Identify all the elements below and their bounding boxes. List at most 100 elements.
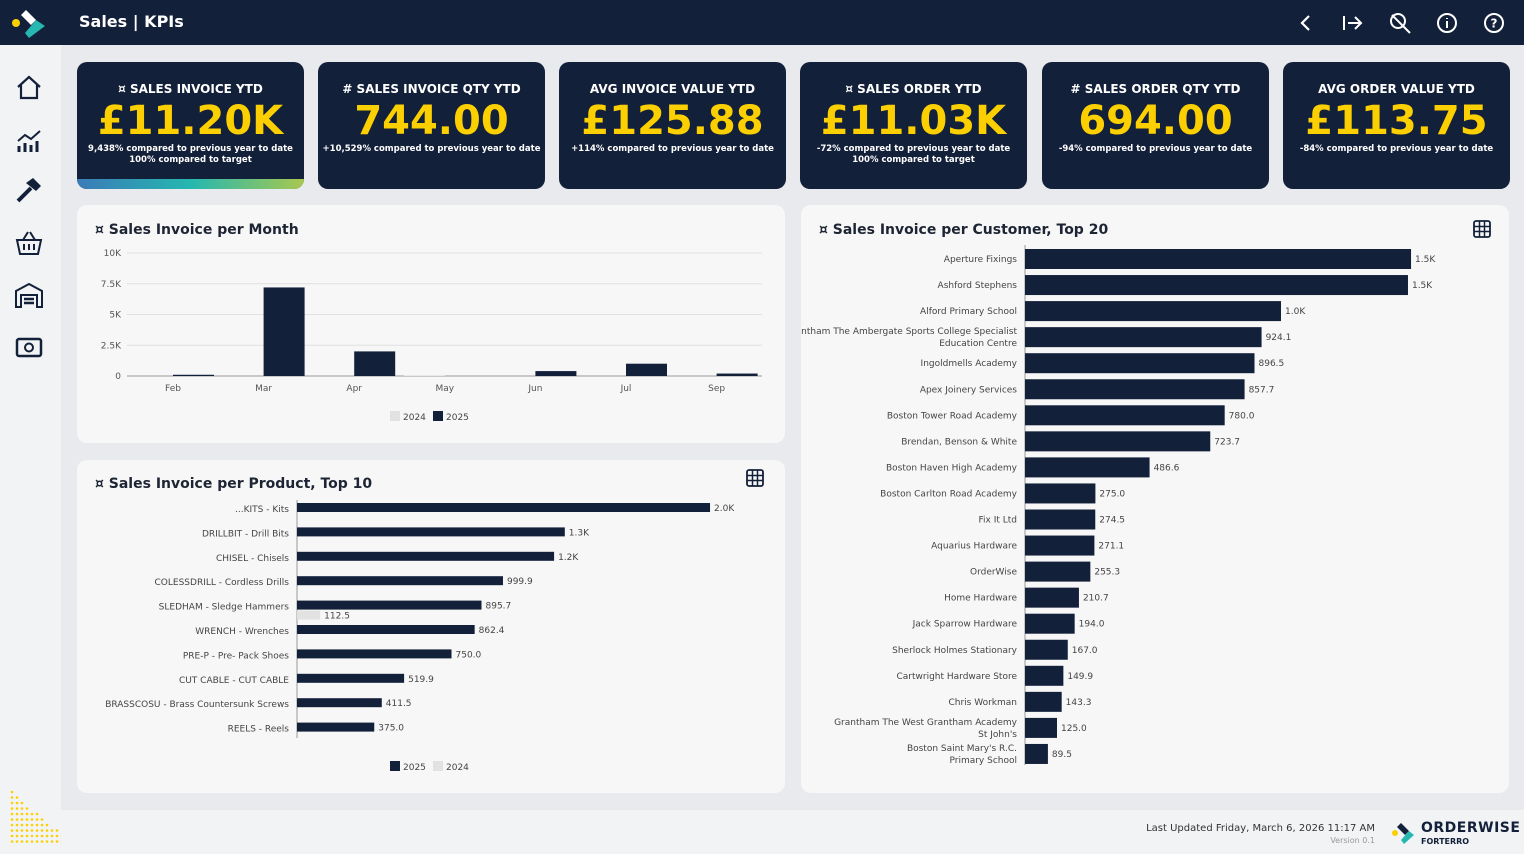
dot xyxy=(30,834,34,838)
kpi-comparison: -94% compared to previous year to date xyxy=(1058,144,1253,154)
bar xyxy=(1025,457,1150,478)
dot xyxy=(15,807,19,810)
data-label: 149.9 xyxy=(1067,672,1093,682)
dot xyxy=(15,812,19,816)
y-category-label: Brendan, Benson & White xyxy=(901,437,1017,447)
data-label: 125.0 xyxy=(1061,724,1087,734)
tools-icon[interactable] xyxy=(14,175,44,205)
kpi-value: £113.75 xyxy=(1305,98,1488,144)
bar-2025 xyxy=(297,576,503,586)
bar-2025 xyxy=(297,527,565,537)
data-label: 1.3K xyxy=(569,528,590,538)
product-invoice-chart: ...KITS - Kits 2.0K DRILLBIT - Drill Bits 1… xyxy=(105,500,735,773)
basket-icon[interactable] xyxy=(14,228,44,258)
dot xyxy=(40,840,44,843)
data-label: 895.7 xyxy=(486,602,512,612)
y-category-label: PRE-P - Pre- Pack Shoes xyxy=(183,651,289,661)
dot xyxy=(15,829,19,832)
kpi-card[interactable]: # SALES ORDER QTY YTD 694.00 -94% compar… xyxy=(1042,62,1269,189)
y-category-label: Sherlock Holmes Stationary xyxy=(892,646,1018,656)
back-icon[interactable] xyxy=(1293,10,1318,35)
y-category-label: Jack Sparrow Hardware xyxy=(912,620,1018,630)
dot xyxy=(25,840,29,843)
kpi-comparison: +114% compared to previous year to date xyxy=(571,144,774,154)
dot xyxy=(35,834,39,838)
kpi-target: 100% compared to target xyxy=(852,155,975,165)
dot xyxy=(20,829,24,832)
x-tick-label: Sep xyxy=(708,384,725,394)
x-tick-label: Mar xyxy=(255,384,272,394)
dot xyxy=(15,840,19,843)
y-category-label: Boston Haven High Academy xyxy=(886,463,1018,473)
bar-2025 xyxy=(297,551,555,561)
data-label: 999.9 xyxy=(507,577,533,587)
dot xyxy=(50,840,54,843)
data-label: 750.0 xyxy=(456,650,482,660)
dot xyxy=(30,840,34,843)
chart-icon[interactable] xyxy=(14,125,44,155)
warehouse-icon[interactable] xyxy=(14,280,44,310)
info-icon[interactable] xyxy=(1434,10,1459,35)
data-label: 862.4 xyxy=(479,626,505,636)
data-label: 1.2K xyxy=(558,553,579,563)
kpi-card[interactable]: # SALES INVOICE QTY YTD 744.00 +10,529% … xyxy=(318,62,545,189)
dot xyxy=(45,834,49,838)
legend-label: 2025 xyxy=(446,413,469,423)
data-label: 519.9 xyxy=(408,675,434,685)
bar-2025 xyxy=(297,722,375,732)
y-category-label: Aperture Fixings xyxy=(944,255,1018,265)
bar xyxy=(1025,405,1225,426)
kpi-target: 100% compared to target xyxy=(129,155,252,165)
table-view-icon[interactable] xyxy=(1473,220,1491,238)
y-category-label: COLESSDRILL - Cordless Drills xyxy=(155,578,290,588)
dot xyxy=(25,834,29,838)
y-category-label: Boston Tower Road Academy xyxy=(887,411,1018,421)
dot xyxy=(10,790,14,794)
data-label: 375.0 xyxy=(378,724,404,734)
dot xyxy=(20,823,24,827)
y-tick-label: 2.5K xyxy=(101,341,122,351)
label-line: Grantham The Ambergate Sports College Sp… xyxy=(801,327,1017,337)
kpi-card[interactable]: AVG ORDER VALUE YTD £113.75 -84% compare… xyxy=(1283,62,1510,189)
money-icon[interactable] xyxy=(14,332,44,362)
monthly-invoice-chart: 0 2.5K 5K 7.5K 10K Feb Mar Apr May Jun Jul Sep 2024 2… xyxy=(101,249,762,423)
kpi-value: £11.03K xyxy=(820,98,1007,144)
y-category-label: Ingoldmells Academy xyxy=(921,359,1018,369)
data-label: 2.0K xyxy=(714,504,735,514)
customer-invoice-chart: Aperture Fixings 1.5K Ashford Stephens 1.5K… xyxy=(801,245,1436,766)
kpi-value: 744.00 xyxy=(354,98,509,144)
search-icon[interactable] xyxy=(1387,10,1412,35)
dot xyxy=(35,818,39,821)
data-label: 896.5 xyxy=(1259,359,1285,369)
dot xyxy=(40,829,44,832)
dot xyxy=(20,818,24,821)
kpi-card[interactable]: ¤ SALES INVOICE YTD £11.20K 9,438% compa… xyxy=(77,62,304,189)
table-view-icon[interactable] xyxy=(746,469,764,487)
bar-2025 xyxy=(297,673,405,683)
home-icon[interactable] xyxy=(14,73,44,103)
footer: Last Updated Friday, March 6, 2026 11:17… xyxy=(61,810,1524,854)
kpi-card[interactable]: ¤ SALES ORDER YTD £11.03K -72% compared … xyxy=(800,62,1027,189)
kpi-title: AVG INVOICE VALUE YTD xyxy=(589,82,756,96)
data-label: 1.5K xyxy=(1412,281,1433,291)
brand-name: ORDERWISE xyxy=(1421,820,1521,836)
dot xyxy=(20,801,24,805)
exit-icon[interactable] xyxy=(1340,10,1365,35)
help-icon[interactable]: ? xyxy=(1481,10,1506,35)
data-label: 723.7 xyxy=(1214,437,1240,447)
kpi-value: £11.20K xyxy=(97,98,284,144)
kpi-title: ¤ SALES INVOICE YTD xyxy=(118,82,263,96)
y-category-label: Boston Carlton Road Academy xyxy=(880,489,1017,499)
dot xyxy=(10,823,14,827)
bar-2025 xyxy=(297,503,711,512)
dot xyxy=(45,829,49,832)
y-category-label: Home Hardware xyxy=(944,594,1017,604)
bar xyxy=(1025,301,1281,322)
bar xyxy=(1025,379,1245,400)
bar xyxy=(1025,691,1062,712)
bar xyxy=(1025,483,1096,504)
bar xyxy=(1025,639,1068,660)
y-category-label: Aquarius Hardware xyxy=(931,542,1017,552)
kpi-card[interactable]: AVG INVOICE VALUE YTD £125.88 +114% comp… xyxy=(559,62,786,189)
app-logo[interactable] xyxy=(12,6,48,40)
